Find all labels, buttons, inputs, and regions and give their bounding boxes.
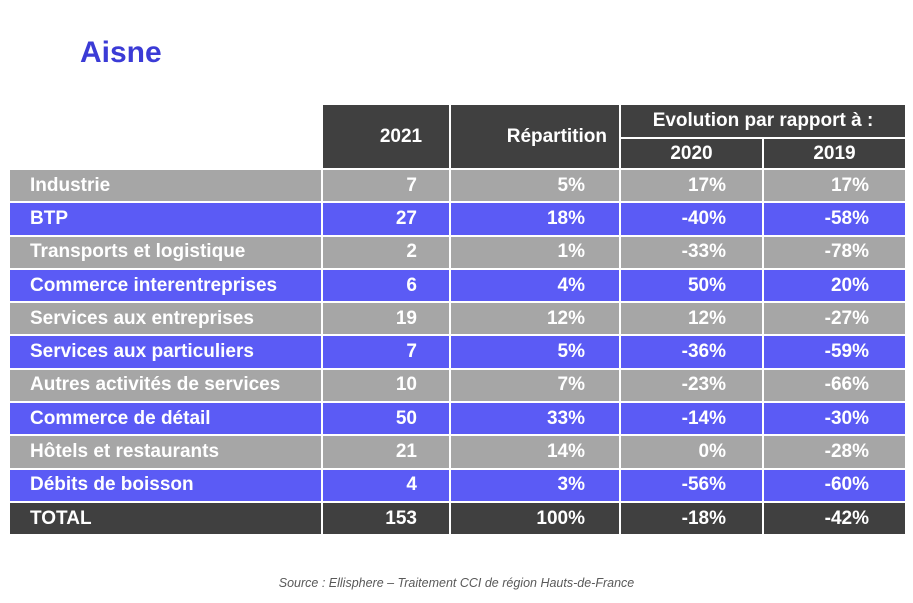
value-repartition: 12% <box>450 302 621 337</box>
table-row: Hôtels et restaurants 21 14% 0% -28% <box>10 435 907 470</box>
total-value-2021: 153 <box>322 501 451 537</box>
table-row: Services aux entreprises 19 12% 12% -27% <box>10 302 907 337</box>
value-evolution-2020: 12% <box>620 302 764 337</box>
value-2021: 19 <box>322 302 451 337</box>
table-row: Commerce de détail 50 33% -14% -30% <box>10 402 907 437</box>
row-label: BTP <box>10 202 323 237</box>
row-label: Commerce interentreprises <box>10 268 323 304</box>
value-evolution-2020: 0% <box>620 435 764 470</box>
value-evolution-2019: 20% <box>763 268 907 304</box>
header-2019: 2019 <box>763 138 907 170</box>
total-value-repartition: 100% <box>450 501 621 537</box>
page-title: Aisne <box>80 36 162 69</box>
value-evolution-2019: -59% <box>763 335 907 370</box>
value-evolution-2019: 17% <box>763 169 907 204</box>
table-row: Commerce interentreprises 6 4% 50% 20% <box>10 268 907 304</box>
header-subrow: 2020 2019 <box>10 138 907 170</box>
value-2021: 50 <box>322 402 451 437</box>
total-value-evolution-2020: -18% <box>620 501 764 537</box>
value-evolution-2020: -40% <box>620 202 764 237</box>
total-row-label: TOTAL <box>10 501 323 537</box>
value-repartition: 33% <box>450 402 621 437</box>
value-repartition: 1% <box>450 235 621 270</box>
value-repartition: 4% <box>450 268 621 304</box>
table-row: BTP 27 18% -40% -58% <box>10 202 907 237</box>
value-evolution-2019: -28% <box>763 435 907 470</box>
value-evolution-2020: -56% <box>620 468 764 503</box>
value-evolution-2019: -58% <box>763 202 907 237</box>
total-value-evolution-2019: -42% <box>763 501 907 537</box>
header-2020: 2020 <box>620 138 764 170</box>
row-label: Industrie <box>10 169 323 204</box>
value-evolution-2019: -30% <box>763 402 907 437</box>
value-2021: 21 <box>322 435 451 470</box>
table-row: Services aux particuliers 7 5% -36% -59% <box>10 335 907 370</box>
table-row: Transports et logistique 2 1% -33% -78% <box>10 235 907 270</box>
table-body: Industrie 7 5% 17% 17% BTP 27 18% -40% -58% Transp… <box>10 169 907 537</box>
row-label: Services aux particuliers <box>10 335 323 370</box>
header-evolution: Evolution par rapport à : <box>620 105 907 139</box>
value-repartition: 7% <box>450 368 621 404</box>
statistics-table: 2021 Répartition Evolution par rapport à… <box>10 105 907 537</box>
value-evolution-2020: -33% <box>620 235 764 270</box>
value-evolution-2020: -36% <box>620 335 764 370</box>
value-2021: 6 <box>322 268 451 304</box>
value-evolution-2019: -66% <box>763 368 907 404</box>
source-note: Source : Ellisphere – Traitement CCI de … <box>278 576 635 590</box>
value-repartition: 5% <box>450 335 621 370</box>
value-evolution-2019: -78% <box>763 235 907 270</box>
value-repartition: 5% <box>450 169 621 204</box>
table-row: Autres activités de services 10 7% -23% -66% <box>10 368 907 404</box>
value-2021: 10 <box>322 368 451 404</box>
value-2021: 4 <box>322 468 451 503</box>
value-2021: 7 <box>322 169 451 204</box>
header-blank-cell <box>10 105 323 170</box>
value-evolution-2020: 17% <box>620 169 764 204</box>
row-label: Autres activités de services <box>10 368 323 404</box>
header-repartition: Répartition <box>450 105 621 170</box>
value-repartition: 18% <box>450 202 621 237</box>
value-repartition: 3% <box>450 468 621 503</box>
total-row: TOTAL 153 100% -18% -42% <box>10 501 907 537</box>
header-2021: 2021 <box>322 105 451 170</box>
value-evolution-2019: -27% <box>763 302 907 337</box>
value-2021: 2 <box>322 235 451 270</box>
table-row: Industrie 7 5% 17% 17% <box>10 169 907 204</box>
row-label: Services aux entreprises <box>10 302 323 337</box>
row-label: Commerce de détail <box>10 402 323 437</box>
value-2021: 7 <box>322 335 451 370</box>
value-evolution-2020: -23% <box>620 368 764 404</box>
table-row: Débits de boisson 4 3% -56% -60% <box>10 468 907 503</box>
row-label: Transports et logistique <box>10 235 323 270</box>
row-label: Débits de boisson <box>10 468 323 503</box>
value-evolution-2019: -60% <box>763 468 907 503</box>
value-evolution-2020: -14% <box>620 402 764 437</box>
value-repartition: 14% <box>450 435 621 470</box>
row-label: Hôtels et restaurants <box>10 435 323 470</box>
value-2021: 27 <box>322 202 451 237</box>
value-evolution-2020: 50% <box>620 268 764 304</box>
header-row: 2021 Répartition Evolution par rapport à… <box>10 105 907 170</box>
